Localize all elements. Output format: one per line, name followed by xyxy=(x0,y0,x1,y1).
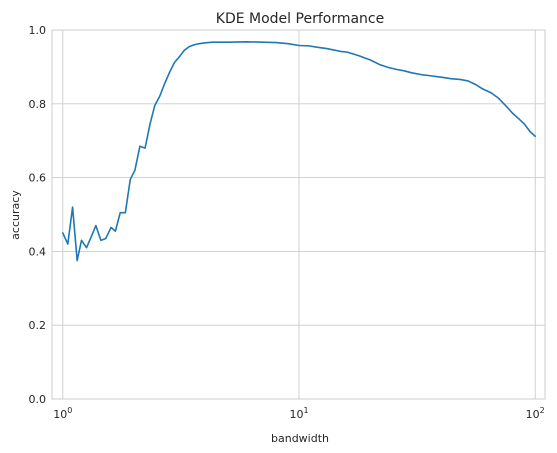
y-tick-label: 0.8 xyxy=(29,98,47,111)
grid xyxy=(52,29,545,400)
y-axis-label: accuracy xyxy=(9,190,22,240)
x-axis-label: bandwidth xyxy=(271,432,329,445)
y-tick-labels: 0.0 0.2 0.4 0.6 0.8 1.0 xyxy=(29,24,47,406)
x-tick-exponent: 1 xyxy=(303,406,308,415)
y-tick-label: 1.0 xyxy=(29,24,47,37)
y-tick-label: 0.6 xyxy=(29,172,47,185)
x-tick-exponent: 2 xyxy=(540,406,545,415)
y-tick-label: 0.0 xyxy=(29,393,47,406)
y-tick-label: 0.2 xyxy=(29,319,47,332)
plot-frame xyxy=(51,29,546,400)
accuracy-line xyxy=(62,41,537,262)
plot-border xyxy=(51,29,546,400)
x-tick-exponent: 0 xyxy=(67,406,72,415)
x-tick-label: 100 xyxy=(53,406,72,421)
x-tick-labels: 100 101 102 xyxy=(53,406,545,421)
chart-title: KDE Model Performance xyxy=(216,11,384,27)
x-tick-label: 101 xyxy=(289,406,308,421)
x-tick-base: 10 xyxy=(526,408,540,421)
series-layer xyxy=(62,41,537,262)
y-tick-label: 0.4 xyxy=(29,245,47,258)
x-tick-base: 10 xyxy=(53,408,67,421)
x-tick-label: 102 xyxy=(526,406,545,421)
x-tick-base: 10 xyxy=(289,408,303,421)
